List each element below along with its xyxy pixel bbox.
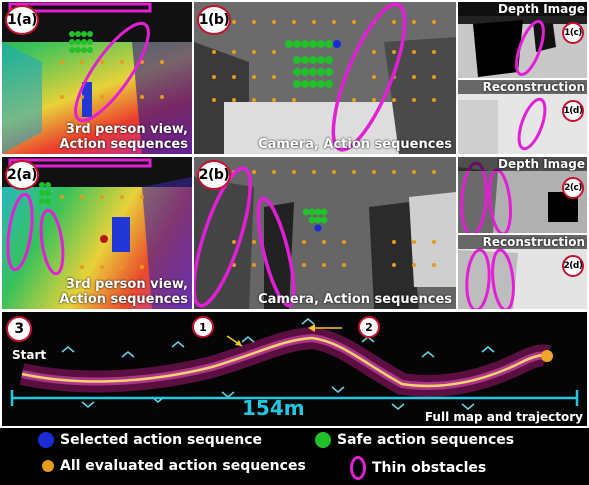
waypoint-marker-1: 1 xyxy=(192,316,214,338)
panel-2a-caption-line1: 3rd person view, xyxy=(65,277,188,292)
panel-2c-title: Depth Image xyxy=(458,157,587,171)
panel-2a: 2(a) 3rd person view, Action sequences xyxy=(2,157,192,309)
start-label: Start xyxy=(12,348,47,362)
legend-evaluated-label: All evaluated action sequences xyxy=(60,458,306,474)
panel-1c-title: Depth Image xyxy=(458,2,587,16)
panel-2a-caption-line2: Action sequences xyxy=(59,292,188,307)
panel-2d: Reconstruction 2(d) xyxy=(458,235,587,309)
selected-dot-icon xyxy=(38,432,54,448)
panel-1a-caption-line1: 3rd person view, xyxy=(65,122,188,137)
panel-2b-tag: 2(b) xyxy=(197,160,231,190)
panel-1a: 1(a) 3rd person view, Action sequences xyxy=(2,2,192,154)
panel-1b-tag: 1(b) xyxy=(197,5,231,35)
panel-2b-scene xyxy=(194,157,456,309)
panel-3-tag: 3 xyxy=(6,316,32,342)
panel-1b: 1(b) Camera, Action sequences xyxy=(194,2,456,154)
panel-1d-tag: 1(d) xyxy=(562,100,584,122)
legend-evaluated: All evaluated action sequences xyxy=(42,458,306,474)
panel-2d-tag: 2(d) xyxy=(562,255,584,277)
legend-thin-label: Thin obstacles xyxy=(372,460,487,476)
waypoint-marker-2: 2 xyxy=(358,316,380,338)
panel-1c-tag: 1(c) xyxy=(562,22,584,44)
panel-1a-scene xyxy=(2,2,192,154)
panel-1c: Depth Image 1(c) xyxy=(458,2,587,78)
legend: Selected action sequence Safe action seq… xyxy=(0,428,589,485)
panel-2b-caption: Camera, Action sequences xyxy=(258,292,452,307)
panel-2c: Depth Image 2(c) xyxy=(458,157,587,233)
distance-label: 154m xyxy=(242,396,305,420)
panel-1a-caption-line2: Action sequences xyxy=(59,137,188,152)
panel-3-map: 3 Start 1 2 154m Full map and trajectory xyxy=(2,312,587,426)
panel-1d: Reconstruction 1(d) xyxy=(458,80,587,154)
panel-1a-tag: 1(a) xyxy=(5,5,39,35)
map-scene xyxy=(2,312,587,426)
thin-obstacle-ellipse-icon xyxy=(350,456,366,480)
safe-dot-icon xyxy=(315,432,331,448)
panel-1d-title: Reconstruction xyxy=(458,80,587,94)
panel-1b-caption: Camera, Action sequences xyxy=(258,137,452,152)
evaluated-dot-icon xyxy=(42,460,54,472)
panel-1a-caption: 3rd person view, Action sequences xyxy=(59,122,188,152)
panel-2d-title: Reconstruction xyxy=(458,235,587,249)
panel-2a-tag: 2(a) xyxy=(5,160,39,190)
legend-selected-label: Selected action sequence xyxy=(60,432,263,448)
legend-selected: Selected action sequence xyxy=(38,432,262,448)
panel-1b-scene xyxy=(194,2,456,154)
panel-2a-caption: 3rd person view, Action sequences xyxy=(59,277,188,307)
legend-safe: Safe action sequences xyxy=(315,432,514,448)
legend-thin: Thin obstacles xyxy=(350,456,486,480)
panel-2b: 2(b) Camera, Action sequences xyxy=(194,157,456,309)
panel-2c-tag: 2(c) xyxy=(562,177,584,199)
map-caption: Full map and trajectory xyxy=(424,410,583,424)
legend-safe-label: Safe action sequences xyxy=(337,432,515,448)
